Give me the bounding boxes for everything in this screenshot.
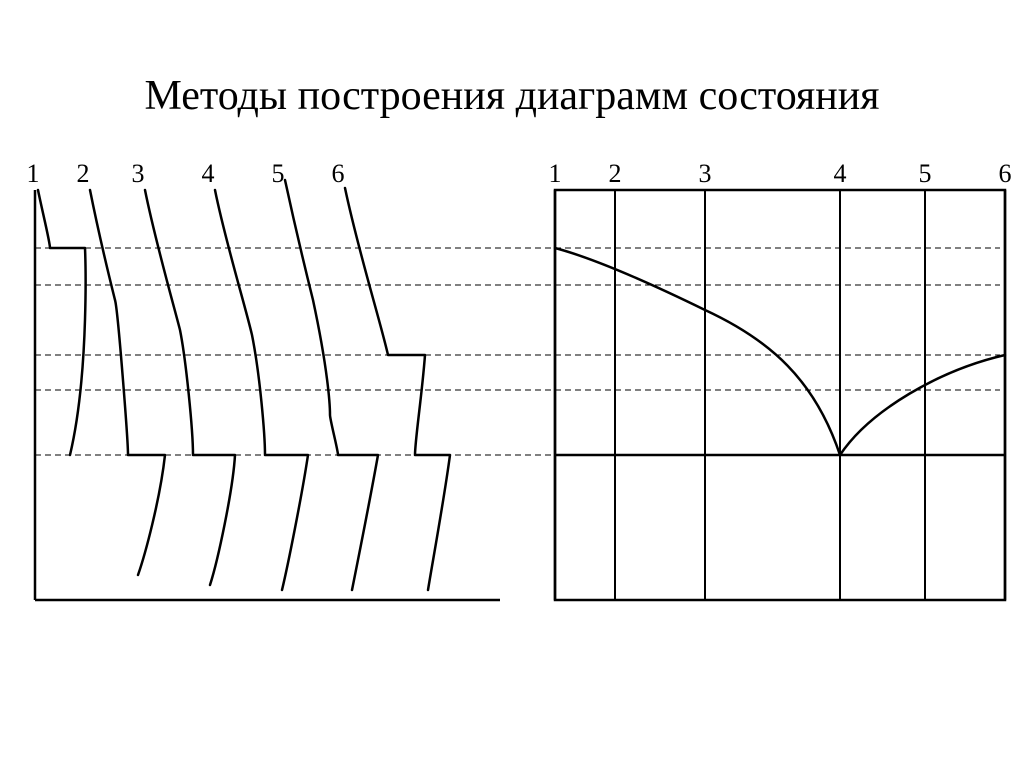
page-title: Методы построения диаграмм состояния: [0, 72, 1024, 120]
charts-container: 1 2 3 4 5 6 1 2 3 4 5 6: [0, 160, 1024, 620]
right-label-1: 1: [549, 160, 562, 188]
left-cooling-curves: 1 2 3 4 5 6: [27, 160, 1001, 600]
liquidus-curve: [555, 248, 1005, 455]
right-label-3: 3: [699, 160, 712, 188]
right-phase-diagram: 1 2 3 4 5 6: [549, 160, 1012, 600]
left-label-1: 1: [27, 160, 40, 188]
right-label-2: 2: [609, 160, 622, 188]
left-label-3: 3: [132, 160, 145, 188]
right-frame: [555, 190, 1005, 600]
left-label-5: 5: [272, 160, 285, 188]
phase-diagrams-svg: 1 2 3 4 5 6 1 2 3 4 5 6: [0, 160, 1024, 620]
left-label-6: 6: [332, 160, 345, 188]
cooling-curve-5: [285, 180, 378, 590]
right-label-5: 5: [919, 160, 932, 188]
left-label-2: 2: [77, 160, 90, 188]
left-label-4: 4: [202, 160, 215, 188]
cooling-curve-3: [145, 190, 235, 585]
right-label-6: 6: [999, 160, 1012, 188]
cooling-curve-1: [38, 190, 86, 455]
right-label-4: 4: [834, 160, 847, 188]
